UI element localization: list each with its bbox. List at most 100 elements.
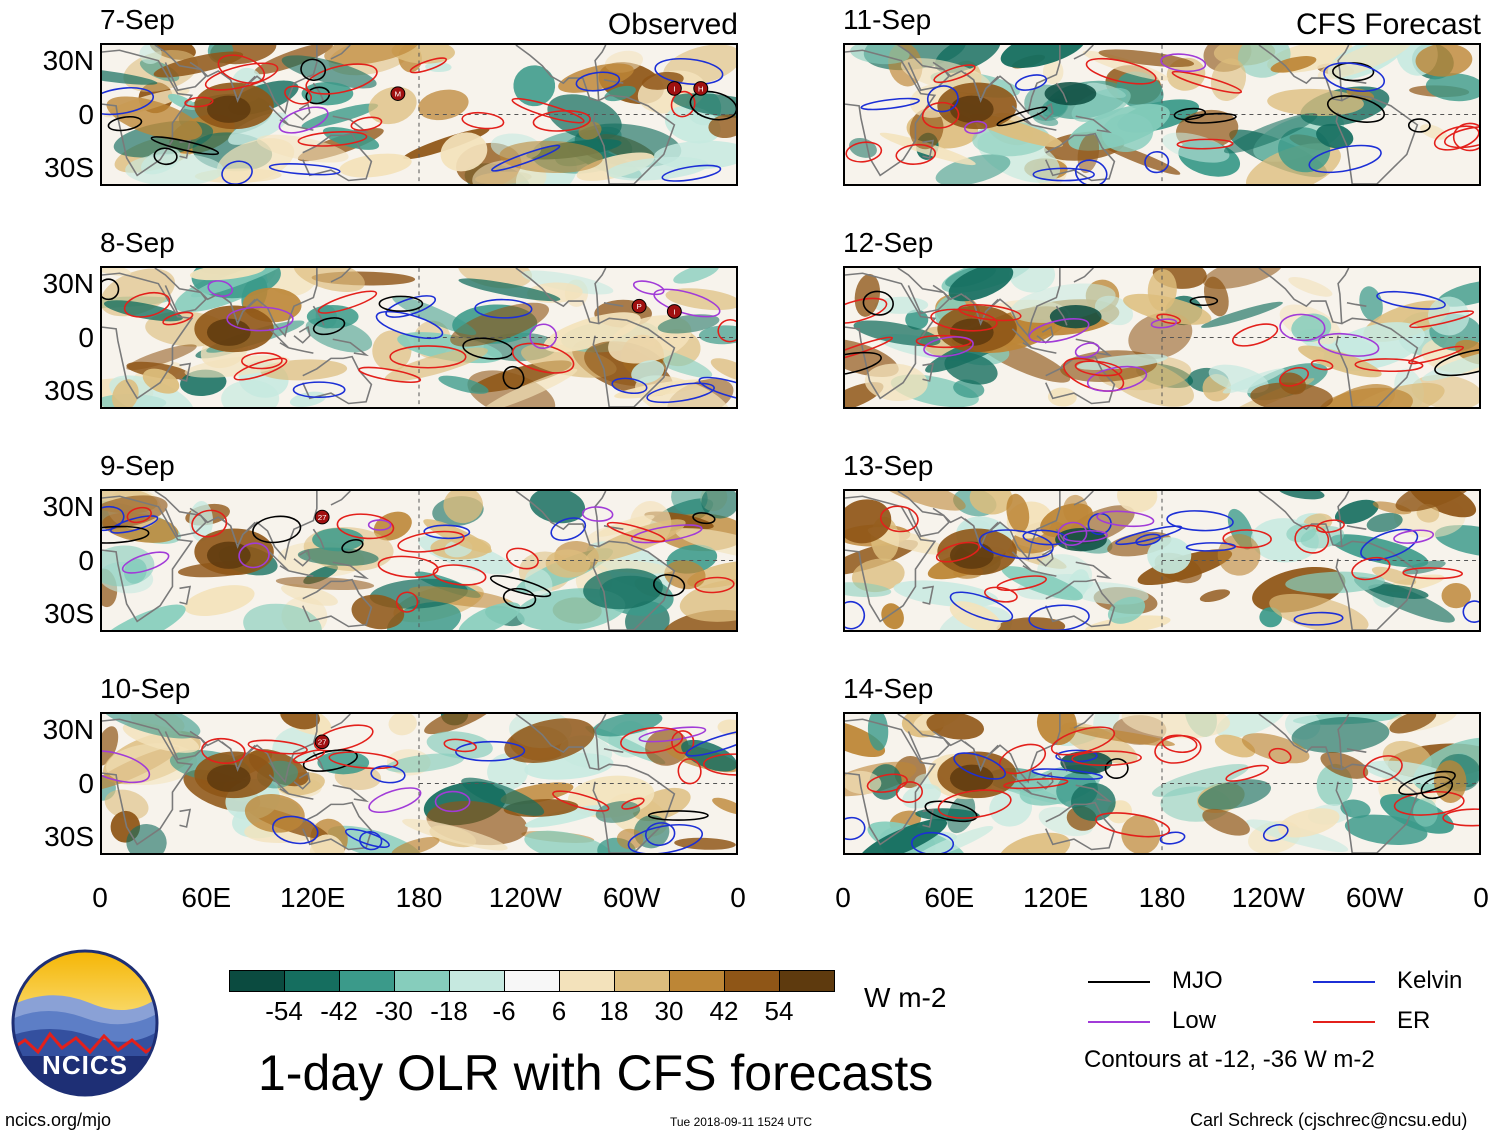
storm-marker: I: [666, 81, 682, 96]
colorbar-tick-label: -54: [265, 996, 303, 1026]
wave-contours: [102, 505, 735, 613]
olr-map-panel: [843, 43, 1481, 186]
lat-tick-label: 0: [78, 98, 94, 130]
wave-contours: [102, 278, 736, 404]
lon-tick-label: 0: [835, 882, 851, 913]
panel-date-label: 13-Sep: [843, 450, 934, 481]
olr-map-svg: [845, 714, 1479, 853]
storm-marker: 27: [314, 734, 330, 750]
storm-marker: 27: [314, 509, 330, 525]
colorbar-tick-label: 18: [599, 996, 629, 1026]
panel-date-label: 14-Sep: [843, 673, 934, 704]
colorbar-cell: [449, 970, 505, 992]
lon-tick-label: 60W: [1345, 882, 1404, 913]
legend-line-low: [1088, 1021, 1150, 1023]
colorbar-tick-label: -42: [320, 996, 358, 1026]
storm-marker: I: [666, 304, 682, 319]
olr-map-panel: 27: [100, 712, 738, 855]
lat-tick-label: 30N: [42, 44, 94, 76]
lon-tick-label: 120E: [1022, 882, 1089, 913]
svg-text:27: 27: [318, 513, 327, 522]
legend-label-low: Low: [1172, 1007, 1217, 1034]
legend-line-er: [1313, 1021, 1375, 1023]
panel-date-label: 10-Sep: [100, 673, 191, 704]
ncics-logo: NCICS: [10, 948, 160, 1098]
lat-tick-label: 0: [78, 544, 94, 576]
colorbar-cell: [339, 970, 395, 992]
lon-tick-label: 120W: [488, 882, 562, 913]
colorbar-cell: [229, 970, 285, 992]
olr-map-panel: [843, 266, 1481, 409]
colorbar-tick-label: -6: [492, 996, 516, 1026]
wave-contours: [845, 53, 1479, 184]
lon-tick-label: 180: [395, 882, 443, 913]
colorbar: [229, 970, 835, 992]
legend-line-mjo: [1088, 981, 1150, 983]
olr-anomaly-field: [849, 45, 1479, 184]
lon-tick-label: 0: [92, 882, 108, 913]
lon-tick-label: 0: [730, 882, 746, 913]
olr-map-svg: MI H: [102, 45, 736, 184]
lat-tick-label: 30S: [44, 598, 94, 630]
lat-tick-label: 30N: [42, 267, 94, 299]
chart-title: 1-day OLR with CFS forecasts: [258, 1045, 934, 1101]
panel-date-label: 7-Sep: [100, 4, 175, 35]
panel-date-label: 9-Sep: [100, 450, 175, 481]
wave-contours: [102, 724, 736, 853]
lon-tick-label: 120E: [279, 882, 346, 913]
lon-tick-label: 0: [1473, 882, 1489, 913]
coastlines: [845, 491, 1419, 630]
colorbar-cell: [614, 970, 670, 992]
olr-map-panel: [843, 712, 1481, 855]
colorbar-cell: [724, 970, 780, 992]
olr-map-panel: [843, 489, 1481, 632]
colorbar-cell: [669, 970, 725, 992]
olr-anomaly-field: [102, 714, 736, 853]
panel-date-label: 8-Sep: [100, 227, 175, 258]
lon-tick-label: 60E: [181, 882, 232, 913]
contour-note: Contours at -12, -36 W m-2: [1084, 1046, 1375, 1073]
olr-map-svg: [845, 268, 1479, 407]
lat-tick-label: 30S: [44, 152, 94, 184]
colorbar-cell: [504, 970, 560, 992]
olr-map-svg: PI: [102, 268, 736, 407]
footer-site: ncics.org/mjo: [5, 1110, 112, 1130]
panel-date-label: 12-Sep: [843, 227, 934, 258]
coastlines: [845, 714, 1419, 853]
observed-label: Observed: [607, 8, 738, 41]
colorbar-cell: [394, 970, 450, 992]
lat-tick-label: 0: [78, 321, 94, 353]
svg-text:P: P: [636, 302, 641, 311]
wave-contours: [845, 505, 1479, 630]
svg-text:M: M: [395, 90, 402, 99]
lat-tick-label: 0: [78, 767, 94, 799]
colorbar-tick-label: 54: [764, 996, 794, 1026]
footer-credit: Carl Schreck (cjschrec@ncsu.edu): [1190, 1110, 1468, 1130]
footer-timestamp: Tue 2018-09-11 1524 UTC: [670, 1115, 813, 1129]
colorbar-labels: -54 -42 -30 -18 -6 6 18 30 42 54: [229, 998, 834, 1026]
coastlines: [102, 714, 676, 853]
lat-tick-label: 30N: [42, 713, 94, 745]
olr-map-svg: 27: [102, 714, 736, 853]
legend-line-kelvin: [1313, 981, 1375, 983]
svg-text:27: 27: [318, 738, 327, 747]
olr-anomaly-field: [845, 491, 1479, 630]
colorbar-tick-label: 6: [551, 996, 567, 1026]
storm-marker: H: [693, 81, 709, 96]
colorbar-tick-label: -30: [375, 996, 413, 1026]
olr-map-svg: [845, 491, 1479, 630]
wave-contours: [102, 54, 736, 184]
logo-text: NCICS: [42, 1050, 128, 1080]
coastlines: [102, 45, 676, 184]
colorbar-tick-label: -18: [430, 996, 468, 1026]
storm-marker: M: [390, 86, 406, 101]
olr-map-panel: 27: [100, 489, 738, 632]
olr-map-svg: [845, 45, 1479, 184]
colorbar-units: W m-2: [864, 982, 947, 1013]
wave-contours: [845, 726, 1479, 853]
colorbar-cell: [779, 970, 835, 992]
lon-tick-label: 120W: [1231, 882, 1305, 913]
legend-label-kelvin: Kelvin: [1397, 967, 1463, 994]
svg-text:H: H: [698, 84, 704, 93]
